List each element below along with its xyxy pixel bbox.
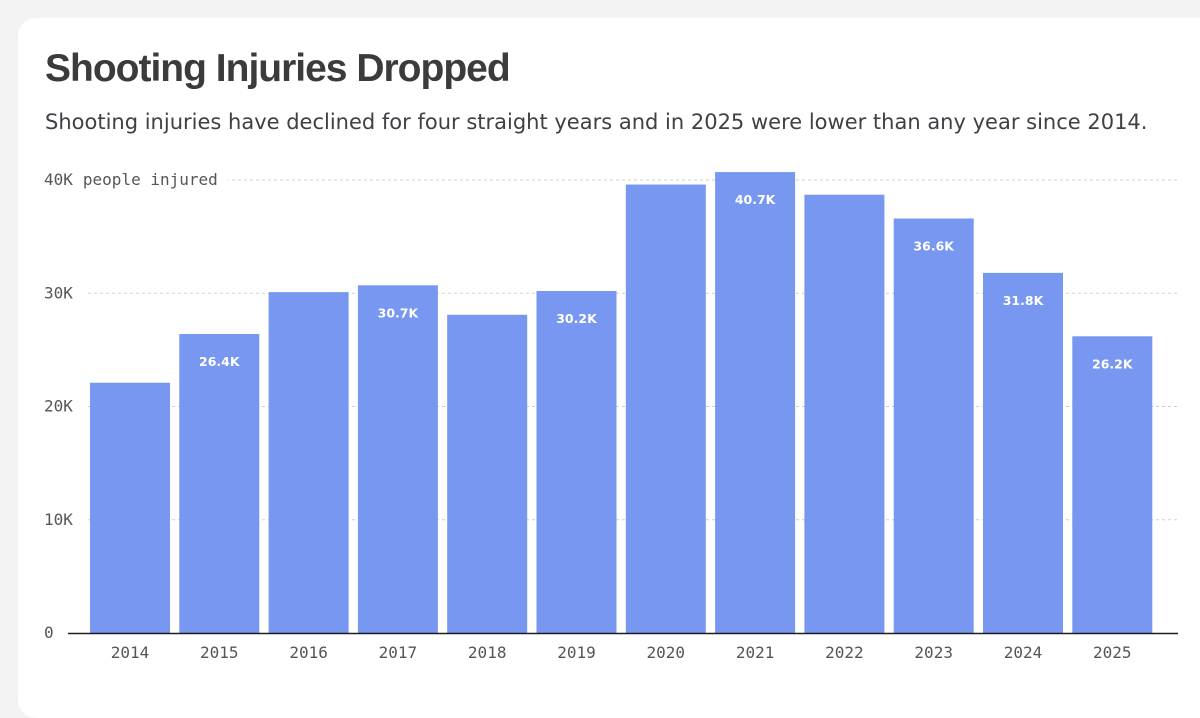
x-tick-label: 2024 [1004,643,1043,662]
x-tick-label: 2023 [914,643,953,662]
chart-subtitle: Shooting injuries have declined for four… [45,110,1148,134]
bar-2017 [357,285,438,633]
x-tick-label: 2021 [736,643,775,662]
x-tick-label: 2014 [111,643,150,662]
data-label: 36.6K [913,239,955,254]
y-tick-label: 0 [44,623,54,642]
data-label: 31.8K [1003,293,1045,308]
x-tick-label: 2022 [825,643,864,662]
bar-2015 [179,334,260,633]
y-tick-label: 20K [44,397,73,416]
bar-2014 [90,382,170,633]
bar-2023 [893,218,974,633]
data-label: 30.7K [378,305,420,320]
x-tick-label: 2016 [289,643,328,662]
data-label: 40.7K [735,192,777,207]
bar-2024 [983,272,1063,633]
x-tick-label: 2018 [468,643,507,662]
x-tick-label: 2025 [1093,643,1132,662]
y-axis-label-background [42,169,228,190]
bar-2018 [447,314,528,633]
x-tick-label: 2020 [647,643,686,662]
data-labels: 26.4K 30.7K 30.2K 40.7K 36.6K 31.8K 26.2K [199,192,1134,371]
data-label: 30.2K [556,311,598,326]
y-axis-unit-label: people injured [83,170,218,189]
bar-2020 [625,184,706,633]
bars [90,172,1153,633]
x-tick-label: 2015 [200,643,239,662]
x-tick-label: 2017 [379,643,418,662]
bar-2025 [1072,336,1153,633]
data-label: 26.2K [1092,356,1134,371]
data-label: 26.4K [199,354,241,369]
bar-chart: 26.4K 30.7K 30.2K 40.7K 36.6K 31.8K 26.2K 0 10K… [42,169,1178,662]
x-tick-labels: 2014 2015 2016 2017 2018 2019 2020 2021 2022 2023… [111,643,1132,662]
bar-2016 [268,292,349,633]
bar-2022 [804,194,885,633]
bar-2019 [536,290,617,633]
x-tick-label: 2019 [557,643,596,662]
bar-2021 [715,172,796,633]
chart-title: Shooting Injuries Dropped [45,47,511,90]
y-tick-label: 30K [44,283,73,302]
y-tick-label: 10K [44,510,73,529]
y-tick-label: 40K people injured [44,170,218,189]
y-tick-labels: 0 10K 20K 30K 40K people injured [42,169,228,642]
